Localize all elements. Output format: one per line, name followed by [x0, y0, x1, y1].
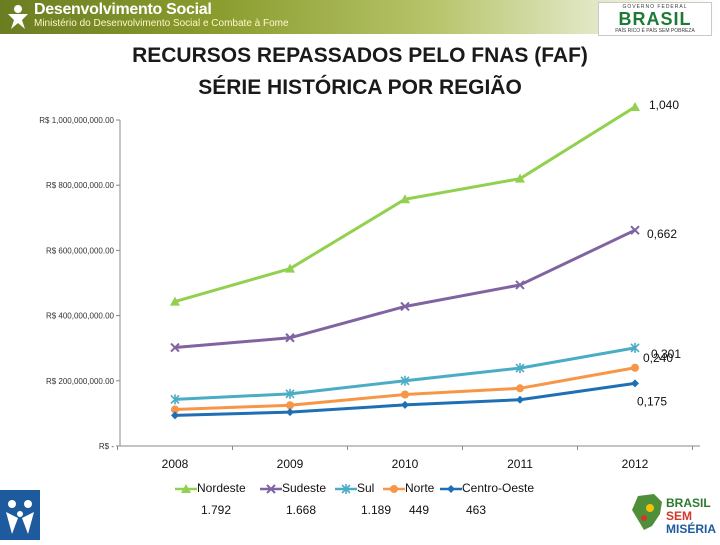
chart-title-line-1: RECURSOS REPASSADOS PELO FNAS (FAF): [132, 44, 588, 67]
family-figures-icon: [6, 500, 34, 534]
data-point-norte: [516, 384, 524, 393]
x-tick-label: 2012: [622, 457, 649, 471]
end-label-norte: 0,240: [643, 351, 673, 365]
data-point-centro-oeste: [401, 400, 409, 409]
legend-marker-nordeste: [181, 483, 191, 493]
legend-label-sudeste: Sudeste: [282, 481, 327, 495]
data-point-nordeste: [515, 173, 525, 183]
brasil-sem-miseria-logo: BRASIL SEM MISÉRIA: [628, 490, 720, 540]
end-label-centro-oeste: 0,175: [637, 394, 667, 408]
data-point-centro-oeste: [516, 395, 524, 404]
sem-miseria-line-3: MISÉRIA: [666, 522, 717, 536]
data-point-sul: [515, 363, 525, 374]
legend-label-centro-oeste: Centro-Oeste: [462, 481, 535, 495]
data-point-nordeste: [285, 263, 295, 273]
ministry-name: Desenvolvimento Social: [34, 1, 212, 18]
end-label-sul: 0,301: [651, 347, 681, 361]
data-point-sudeste: [170, 342, 180, 353]
legend-label-norte: Norte: [405, 481, 435, 495]
sem-miseria-line-1: BRASIL: [666, 496, 711, 510]
brasil-logo-word: BRASIL: [618, 9, 692, 29]
series-line-nordeste: [174, 105, 636, 304]
series-lines: [174, 105, 636, 417]
end-label-sudeste: 0,662: [647, 227, 677, 241]
chart-title-line-2: SÉRIE HISTÓRICA POR REGIÃO: [198, 76, 522, 99]
legend-item-sul: Sul: [335, 481, 374, 495]
brazil-map-icon: [632, 494, 662, 530]
legend-total-sudeste: 1.668: [286, 503, 317, 517]
legend-swatch-nordeste: [175, 483, 197, 493]
x-tick-label: 2010: [392, 457, 419, 471]
data-point-nordeste: [630, 101, 640, 111]
end-label-nordeste: 1,040: [649, 98, 679, 112]
series-markers: [170, 101, 640, 420]
legend-item-centro-oeste: Centro-Oeste: [440, 481, 534, 495]
series-line-sudeste: [174, 228, 636, 350]
y-tick-label: R$ 200,000,000.00: [46, 377, 115, 386]
family-logo: [0, 490, 40, 540]
y-tick-label: R$ 800,000,000.00: [46, 181, 115, 190]
legend-swatch-norte: [383, 484, 405, 493]
legend-marker-centro-oeste: [447, 484, 455, 493]
legend-marker-norte: [390, 484, 398, 493]
legend-item-nordeste: Nordeste: [175, 481, 246, 495]
data-point-norte: [401, 390, 409, 399]
y-tick-label: R$ 400,000,000.00: [46, 312, 115, 321]
data-point-sul: [170, 394, 180, 405]
data-point-nordeste: [170, 296, 180, 306]
data-point-norte: [171, 405, 179, 414]
legend-label-nordeste: Nordeste: [197, 481, 246, 495]
data-point-sudeste: [400, 301, 410, 312]
legend-total-norte: 449: [409, 503, 430, 517]
y-tick-label: R$ 600,000,000.00: [46, 246, 115, 255]
y-tick-label: R$ -: [99, 442, 114, 451]
x-tick-label: 2009: [277, 457, 304, 471]
sem-miseria-line-2: SEM: [666, 509, 693, 523]
legend-item-norte: Norte: [383, 481, 434, 495]
legend-item-sudeste: Sudeste: [260, 481, 326, 495]
x-tick-label: 2011: [507, 457, 533, 471]
legend-total-sul: 1.189: [361, 503, 392, 517]
legend-label-sul: Sul: [357, 481, 375, 495]
legend-total-nordeste: 1.792: [201, 503, 232, 517]
data-point-sul: [630, 342, 640, 353]
ministry-subtitle: Ministério do Desenvolvimento Social e C…: [34, 18, 289, 29]
legend-swatch-sul: [335, 483, 357, 494]
data-point-centro-oeste: [171, 411, 179, 420]
data-point-norte: [286, 401, 294, 410]
x-tick-label: 2008: [162, 457, 189, 471]
brasil-logo-tagline: PAÍS RICO É PAÍS SEM POBREZA: [615, 28, 695, 34]
chart-axes: R$ - R$ 200,000,000.00 R$ 400,000,000.00 R$…: [39, 116, 700, 471]
data-point-sul: [285, 388, 295, 399]
data-point-sudeste: [285, 333, 295, 343]
brasil-logo-top: GOVERNO FEDERAL: [622, 4, 688, 10]
data-point-sudeste: [515, 280, 525, 290]
legend-marker-sul: [341, 483, 351, 494]
header-banner: Desenvolvimento Social Ministério do Des…: [0, 0, 720, 36]
series-line-centro-oeste: [174, 381, 636, 417]
ministry-logo-icon: [8, 5, 28, 29]
data-point-nordeste: [400, 194, 410, 204]
data-point-norte: [631, 363, 639, 372]
brasil-government-logo: GOVERNO FEDERAL BRASIL PAÍS RICO É PAÍS …: [598, 2, 712, 36]
legend-swatch-sudeste: [260, 484, 282, 494]
y-tick-label: R$ 1,000,000,000.00: [39, 116, 114, 125]
legend-total-centro-oeste: 463: [466, 503, 487, 517]
data-point-centro-oeste: [286, 408, 294, 417]
legend-marker-sudeste: [266, 484, 276, 494]
data-point-centro-oeste: [631, 379, 639, 388]
data-point-sudeste: [630, 225, 640, 235]
legend-swatch-centro-oeste: [440, 484, 462, 493]
data-point-sul: [400, 375, 410, 386]
